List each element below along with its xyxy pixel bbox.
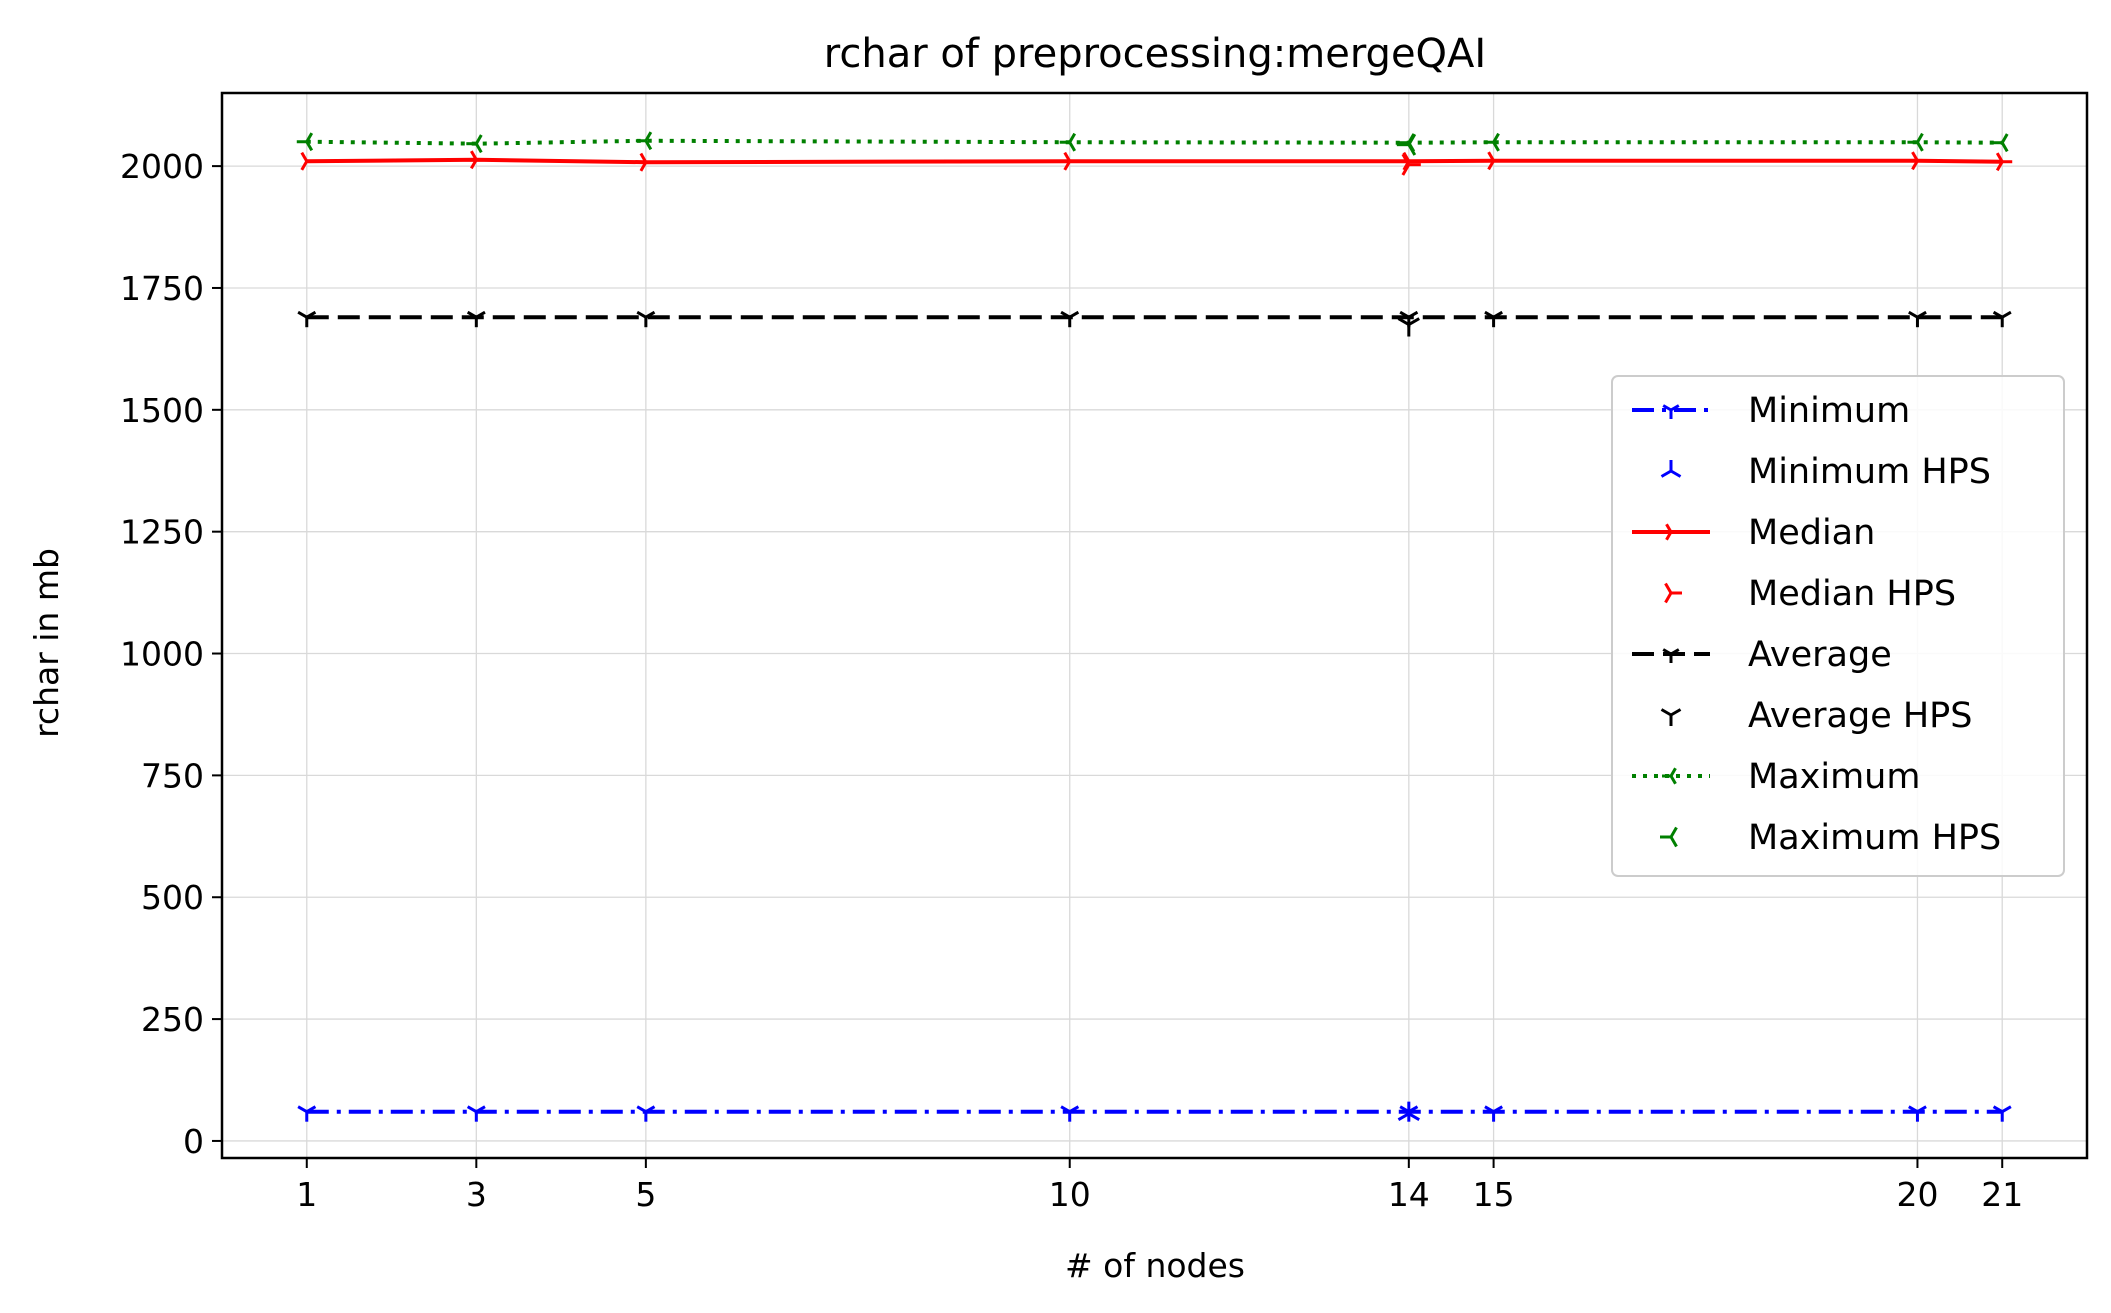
point-maximum-15 xyxy=(1483,132,1500,152)
legend-marker-median-hps xyxy=(1664,582,1682,604)
legend-label-maximum: Maximum xyxy=(1748,757,1920,797)
y-tick-label-500: 500 xyxy=(141,878,204,917)
x-tick-label-10: 10 xyxy=(1049,1175,1091,1214)
legend-label-maximum-hps: Maximum HPS xyxy=(1748,818,2001,858)
legend-label-median-hps: Median HPS xyxy=(1748,574,1956,614)
series-minimum xyxy=(297,1105,2012,1122)
legend-item-average-hps: Average HPS xyxy=(1660,696,1973,736)
y-axis-label: rchar in mb xyxy=(27,548,66,738)
series-maximum-hps xyxy=(1396,133,1417,156)
legend: Minimum Minimum HPS Median Median HPS Averag… xyxy=(1611,375,2065,877)
point-maximum-1 xyxy=(296,132,314,152)
point-median-20 xyxy=(1911,151,1928,171)
point-median-3 xyxy=(470,150,487,170)
x-tick-label-21: 21 xyxy=(1981,1175,2023,1214)
legend-marker-median xyxy=(1665,523,1680,541)
legend-marker-minimum xyxy=(1662,404,1680,419)
point-minimum-hps-14 xyxy=(1397,1101,1420,1121)
legend-item-minimum-hps: Minimum HPS xyxy=(1660,452,1991,492)
x-tick-label-14: 14 xyxy=(1388,1175,1430,1214)
x-tick-label-20: 20 xyxy=(1896,1175,1938,1214)
point-average-5 xyxy=(636,310,656,328)
legend-item-maximum: Maximum xyxy=(1632,757,1920,797)
point-median-10 xyxy=(1063,151,1080,171)
y-tick-label-1750: 1750 xyxy=(120,269,204,308)
point-maximum-20 xyxy=(1907,132,1924,152)
x-axis-label: # of nodes xyxy=(1065,1246,1245,1285)
legend-item-maximum-hps: Maximum HPS xyxy=(1660,818,2001,858)
y-axis-ticks: 0 250 500 750 1000 1250 1500 1750 2000 xyxy=(120,147,222,1161)
legend-item-minimum: Minimum xyxy=(1632,391,1910,431)
point-average-3 xyxy=(466,310,486,328)
series-maximum xyxy=(296,131,2009,154)
point-maximum-10 xyxy=(1059,132,1077,152)
point-minimum-21 xyxy=(1992,1105,2012,1122)
legend-marker-average xyxy=(1662,648,1680,663)
point-minimum-20 xyxy=(1908,1105,1927,1122)
series-line-maximum xyxy=(306,138,2003,146)
x-tick-label-1: 1 xyxy=(296,1175,317,1214)
point-average-1 xyxy=(297,310,317,328)
point-median-21 xyxy=(1995,152,2013,172)
x-tick-label-5: 5 xyxy=(635,1175,656,1214)
plot-area xyxy=(220,91,2089,1160)
y-tick-label-1500: 1500 xyxy=(120,391,204,430)
point-median-15 xyxy=(1487,151,1504,171)
series-average-hps xyxy=(1397,317,1420,337)
point-average-15 xyxy=(1484,310,1504,328)
series-layer xyxy=(296,131,2013,1122)
y-tick-label-0: 0 xyxy=(183,1122,204,1161)
x-tick-label-15: 15 xyxy=(1473,1175,1515,1214)
y-tick-label-1000: 1000 xyxy=(120,635,204,674)
series-median-hps xyxy=(1401,153,1421,176)
legend-label-average: Average xyxy=(1748,635,1892,675)
series-average xyxy=(297,310,2012,328)
legend-marker-maximum xyxy=(1662,767,1677,785)
x-tick-label-3: 3 xyxy=(466,1175,487,1214)
legend-marker-maximum-hps xyxy=(1660,826,1678,848)
legend-label-minimum: Minimum xyxy=(1748,391,1910,431)
point-average-20 xyxy=(1908,310,1927,328)
y-tick-label-250: 250 xyxy=(141,1000,204,1039)
series-line-median xyxy=(306,157,2003,165)
x-axis-ticks: 1 3 5 10 14 15 20 21 xyxy=(296,1158,2023,1214)
legend-item-average: Average xyxy=(1632,635,1892,675)
point-maximum-hps-14 xyxy=(1396,133,1417,156)
legend-item-median: Median xyxy=(1632,513,1875,553)
chart-title: rchar of preprocessing:mergeQAI xyxy=(824,31,1486,77)
point-median-hps-14 xyxy=(1401,153,1421,176)
point-minimum-10 xyxy=(1060,1105,1080,1122)
point-average-hps-14 xyxy=(1397,317,1420,337)
point-maximum-3 xyxy=(466,134,483,154)
legend-box xyxy=(1611,375,2065,877)
legend-item-median-hps: Median HPS xyxy=(1664,574,1956,614)
point-maximum-21 xyxy=(1992,133,2009,153)
legend-marker-minimum-hps xyxy=(1660,460,1682,478)
point-median-5 xyxy=(639,152,656,172)
y-tick-label-2000: 2000 xyxy=(120,147,204,186)
point-minimum-1 xyxy=(297,1105,317,1122)
legend-marker-average-hps xyxy=(1660,708,1682,726)
point-maximum-5 xyxy=(635,131,653,151)
y-tick-label-750: 750 xyxy=(141,756,204,795)
point-minimum-15 xyxy=(1484,1105,1504,1122)
point-average-10 xyxy=(1060,310,1080,328)
legend-label-median: Median xyxy=(1748,513,1875,553)
series-minimum-hps xyxy=(1397,1101,1420,1121)
legend-label-minimum-hps: Minimum HPS xyxy=(1748,452,1991,492)
y-tick-label-1250: 1250 xyxy=(120,513,204,552)
point-average-21 xyxy=(1992,310,2012,328)
point-minimum-3 xyxy=(466,1105,486,1122)
point-minimum-5 xyxy=(636,1105,656,1122)
point-median-1 xyxy=(300,151,317,171)
series-median xyxy=(300,150,2013,172)
legend-label-average-hps: Average HPS xyxy=(1748,696,1973,736)
